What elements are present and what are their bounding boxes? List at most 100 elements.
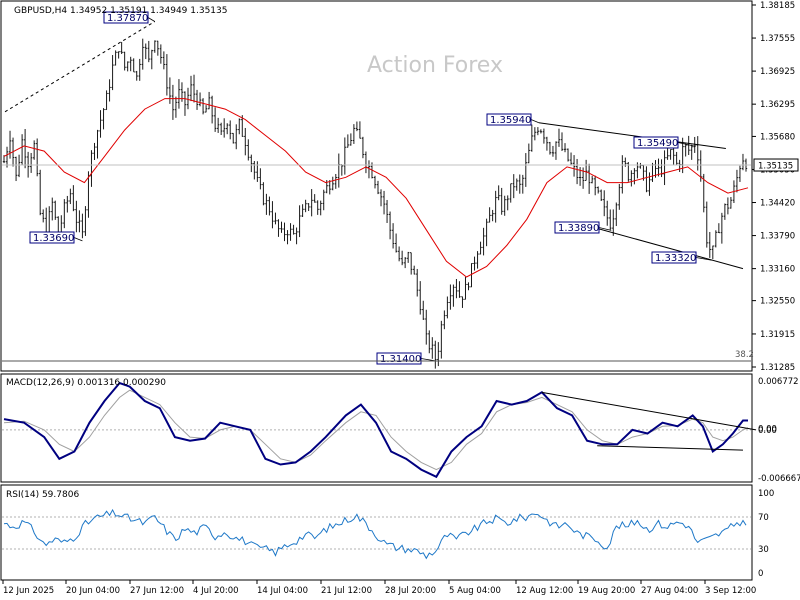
price-bar [705, 201, 708, 248]
price-bar [198, 92, 202, 107]
price-bar [600, 189, 603, 202]
price-bar [413, 265, 416, 275]
price-bar [331, 176, 334, 191]
price-bar [316, 200, 319, 215]
price-bar [156, 40, 160, 56]
price-bar [292, 224, 295, 235]
price-bar [551, 145, 555, 157]
price-bar [346, 134, 350, 148]
price-bar [479, 241, 482, 255]
price-bar [530, 124, 534, 152]
price-bar [141, 38, 144, 70]
price-bar [612, 209, 615, 236]
price-tick-label: 1.31285 [760, 363, 795, 373]
price-bar [461, 296, 464, 308]
x-axis: 12 Jun 2025 20 Jun 04:00 27 Jun 12:00 4 Jul… [2, 580, 756, 596]
x-tick-label: 12 Jun 2025 [3, 586, 54, 596]
current-price-label: 1.35135 [758, 162, 793, 172]
price-bar [422, 300, 425, 320]
price-bar [147, 40, 150, 63]
price-bar [621, 155, 624, 194]
price-bar [286, 230, 289, 245]
annotation-label: 1.33890 [558, 223, 599, 234]
price-bar [219, 122, 223, 136]
price-bar [313, 194, 316, 203]
price-bar [618, 183, 621, 210]
price-bar [201, 98, 205, 115]
trendline-dashed [4, 21, 156, 113]
price-bar [506, 195, 509, 211]
price-bar [138, 58, 141, 81]
price-bar [232, 132, 235, 144]
price-bar [189, 75, 193, 102]
macd-title: MACD(12,26,9) 0.001316 0.000290 [6, 378, 166, 388]
price-bar [473, 256, 476, 271]
price-bar [512, 174, 515, 199]
price-annotation: 1.33320 [651, 251, 712, 264]
watermark: Action Forex [367, 53, 503, 78]
price-bar [108, 79, 111, 102]
rsi-tick-label: 0 [758, 569, 763, 579]
price-bar [226, 123, 229, 135]
price-tick-label: 1.33160 [760, 265, 795, 275]
price-bar [572, 155, 576, 177]
price-bar [741, 153, 745, 171]
rsi-tick-label: 100 [758, 489, 774, 499]
price-bar [96, 129, 99, 159]
trendline-lower [587, 225, 744, 270]
price-bar [186, 87, 190, 110]
price-bar [702, 173, 705, 213]
price-bar [596, 186, 600, 194]
price-bar [283, 222, 286, 242]
price-bar [443, 310, 446, 330]
price-annotation: 1.33890 [554, 221, 612, 234]
x-tick-label: 3 Sep 12:00 [705, 586, 756, 596]
price-tick-label: 1.35680 [760, 132, 795, 142]
price-bar [470, 262, 473, 288]
price-bar [213, 107, 217, 132]
price-bar [488, 207, 491, 223]
x-tick-label: 27 Aug 04:00 [641, 586, 698, 596]
rsi-title: RSI(14) 59.7806 [6, 490, 79, 500]
price-bar [684, 143, 687, 157]
price-bar [500, 187, 503, 215]
price-tick-label: 1.34420 [760, 199, 795, 209]
price-bar [391, 223, 395, 249]
price-bar [216, 117, 220, 133]
moving-average [3, 98, 749, 278]
price-bar [14, 156, 18, 182]
annotation-label: 1.35490 [637, 138, 678, 149]
rsi-tick-label: 30 [758, 545, 769, 555]
price-bar [675, 151, 678, 166]
x-tick-label: 28 Jul 20:00 [385, 586, 436, 596]
price-bar [397, 246, 401, 262]
macd-trendline-upper [541, 391, 757, 431]
price-bar [159, 44, 163, 64]
price-bar [406, 251, 410, 263]
price-bar [238, 118, 241, 135]
x-tick-label: 20 Jun 04:00 [66, 586, 120, 596]
price-bar [566, 148, 570, 162]
price-bar [708, 231, 711, 258]
price-bar [548, 141, 552, 155]
price-bar [584, 159, 588, 181]
price-tick-label: 1.37555 [760, 34, 795, 44]
price-bar [66, 195, 69, 213]
price-bar [669, 149, 672, 160]
price-tick-label: 1.36925 [760, 67, 795, 77]
price-bar [78, 210, 81, 233]
price-bar [533, 127, 537, 141]
price-bar [409, 252, 413, 275]
current-price-box [753, 158, 799, 172]
price-bar [536, 127, 540, 136]
annotation-label: 1.33690 [33, 233, 74, 244]
price-bar [174, 96, 178, 118]
price-bar [518, 174, 521, 194]
price-panel [0, 0, 753, 372]
x-tick-label: 14 Jul 04:00 [257, 586, 308, 596]
price-bar [102, 108, 105, 130]
price-tick-label: 1.32550 [760, 297, 795, 307]
price-bar [75, 200, 78, 233]
x-tick-label: 21 Jul 12:00 [321, 586, 372, 596]
ma-line [3, 98, 749, 278]
